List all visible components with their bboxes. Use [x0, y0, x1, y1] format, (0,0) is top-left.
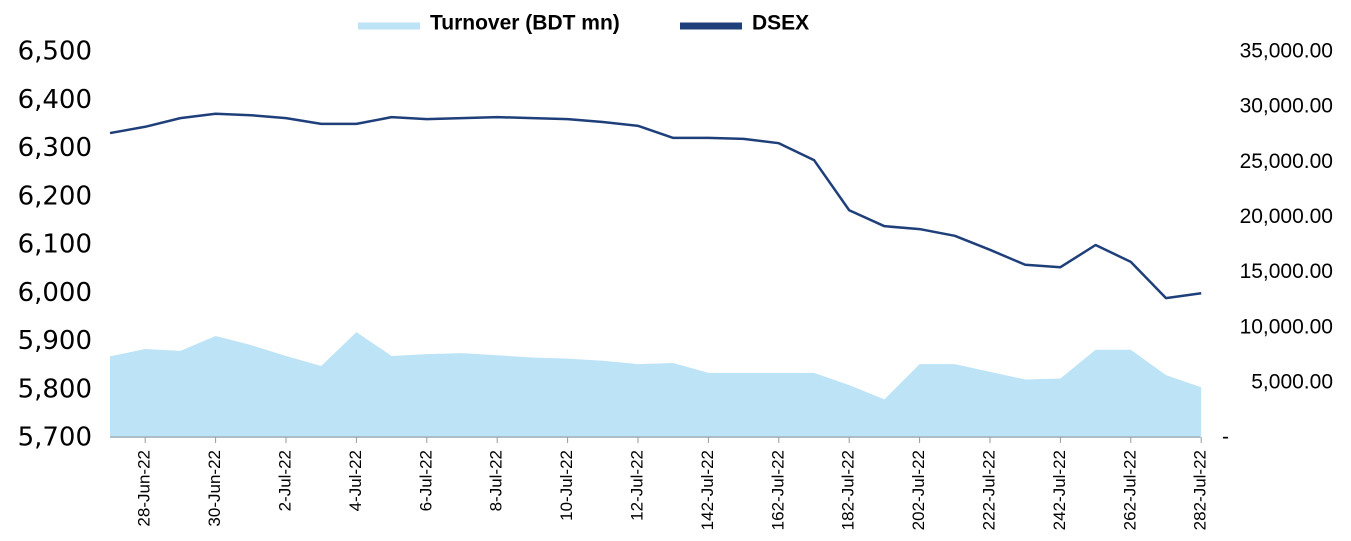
y2-tick-label: 25,000.00 — [1240, 150, 1333, 173]
y-tick-label: 5,800 — [18, 374, 92, 404]
y2-tick-label: 10,000.00 — [1240, 315, 1333, 338]
y2-tick-label: 35,000.00 — [1240, 40, 1333, 63]
y2-tick-label: 30,000.00 — [1240, 95, 1333, 118]
x-tick-label: 6-Jul-22 — [416, 450, 435, 511]
x-tick-label: 162-Jul-22 — [768, 450, 787, 530]
x-tick-label: 8-Jul-22 — [487, 450, 506, 511]
x-tick-label: 182-Jul-22 — [839, 450, 858, 530]
x-tick-label: 282-Jul-22 — [1191, 450, 1210, 530]
x-tick-label: 262-Jul-22 — [1120, 450, 1139, 530]
x-tick-label: 12-Jul-22 — [627, 450, 646, 521]
y-tick-label: 6,100 — [18, 230, 92, 260]
x-tick-label: 242-Jul-22 — [1050, 450, 1069, 530]
y-tick-label: 6,500 — [18, 37, 92, 67]
x-tick-label: 30-Jun-22 — [205, 450, 224, 527]
x-tick-label: 142-Jul-22 — [698, 450, 717, 530]
x-tick-label: 202-Jul-22 — [909, 450, 928, 530]
x-tick-label: 10-Jul-22 — [557, 450, 576, 521]
x-tick-label: 2-Jul-22 — [275, 450, 294, 511]
y-tick-label: 5,700 — [18, 423, 92, 453]
y2-tick-label: 5,000.00 — [1251, 370, 1333, 393]
y-tick-label: 6,300 — [18, 133, 92, 163]
legend-label: DSEX — [752, 12, 809, 35]
y-tick-label: 5,900 — [18, 326, 92, 356]
x-tick-label: 4-Jul-22 — [346, 450, 365, 511]
y2-tick-label: 15,000.00 — [1240, 260, 1333, 283]
y-tick-label: 6,400 — [18, 85, 92, 115]
y2-tick-label: - — [1222, 426, 1229, 449]
x-tick-label: 28-Jun-22 — [135, 450, 154, 527]
y-tick-label: 6,000 — [18, 278, 92, 308]
y-tick-label: 6,200 — [18, 181, 92, 211]
area — [110, 332, 1202, 438]
x-tick-label: 222-Jul-22 — [979, 450, 998, 530]
y2-tick-label: 20,000.00 — [1240, 205, 1333, 228]
line — [109, 112, 1202, 300]
legend-label: Turnover (BDT mn) — [430, 12, 620, 35]
